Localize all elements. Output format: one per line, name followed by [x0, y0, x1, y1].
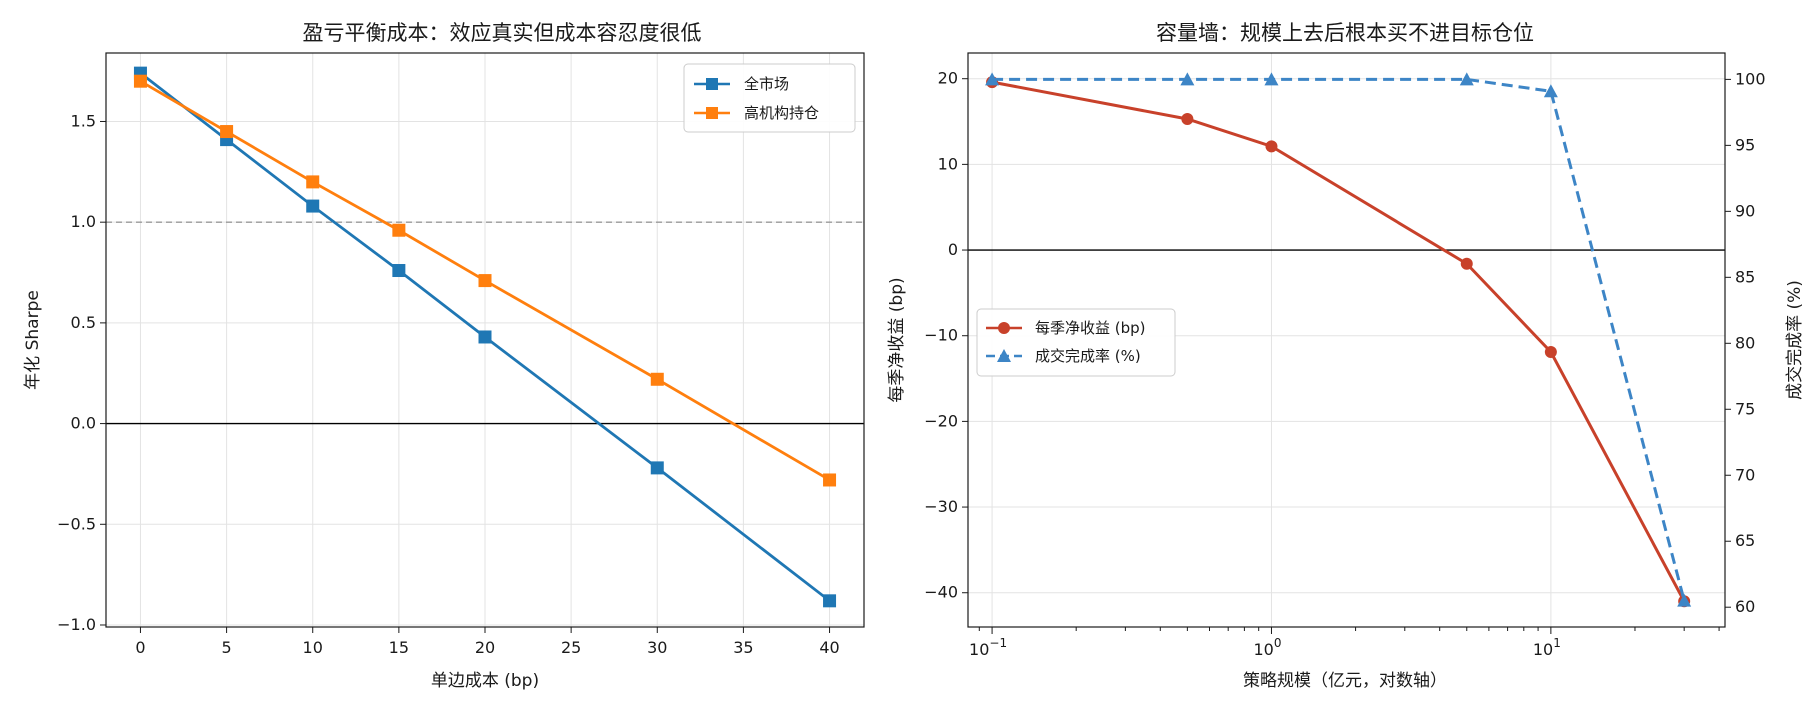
chart2-x-tick-label: 101: [1533, 636, 1561, 659]
chart2-legend-box: [976, 308, 1176, 377]
chart2-left-y-tick-label: 10: [938, 154, 958, 173]
chart2-left-y-tick-label: 0: [948, 240, 958, 259]
chart1-y-tick-label: 0.5: [71, 313, 96, 332]
chart2-right-y-tick-label: 95: [1735, 135, 1755, 154]
chart2-left-y-tick-label: −10: [924, 326, 958, 345]
chart2-point-0: [1460, 257, 1473, 270]
chart2-x-tick-label: 100: [1253, 636, 1281, 659]
chart1-y-tick-label: 1.5: [71, 111, 96, 130]
chart1-point-0: [478, 330, 492, 344]
chart2-point-1: [1459, 72, 1474, 86]
chart2-right-y-tick-label: 100: [1735, 69, 1766, 88]
chart1-x-axis-label: 单边成本 (bp): [431, 671, 539, 691]
chart2-point-1: [1677, 593, 1692, 607]
chart1-point-1: [478, 274, 492, 288]
chart2-left-y-tick-label: 20: [938, 69, 958, 88]
chart1-title: 盈亏平衡成本：效应真实但成本容忍度很低: [303, 21, 702, 45]
chart2-left-y-tick-label: −40: [924, 583, 958, 602]
chart1-point-1: [392, 223, 406, 237]
chart2-point-0: [1265, 140, 1278, 153]
chart1-x-tick-label: 0: [135, 638, 145, 657]
legend-label-fill-rate: 成交完成率 (%): [1035, 347, 1141, 365]
chart1-x-tick-label: 30: [647, 638, 667, 657]
chart2-left-y-tick-label: −20: [924, 411, 958, 430]
chart1-legend-box: [683, 63, 856, 133]
chart2-right-y-tick-label: 60: [1735, 597, 1755, 616]
chart1-y-tick-label: 0.0: [71, 414, 96, 433]
chart1-x-tick-label: 10: [303, 638, 323, 657]
chart1-x-tick-label: 25: [561, 638, 581, 657]
chart1-x-tick-label: 20: [475, 638, 495, 657]
chart1-point-0: [650, 461, 664, 475]
chart1-point-0: [392, 264, 406, 278]
chart2-left-y-tick-label: −30: [924, 497, 958, 516]
chart1-x-tick-label: 5: [221, 638, 231, 657]
chart2-point-0: [1544, 345, 1557, 358]
chart2-point-1: [985, 72, 1000, 86]
chart1-point-0: [823, 594, 837, 608]
chart2-left-y-axis-label: 每季净收益 (bp): [887, 277, 907, 402]
chart2-legend: 每季净收益 (bp) 成交完成率 (%): [976, 308, 1176, 377]
chart2-point-1: [1180, 72, 1195, 86]
chart2-point-1: [1543, 84, 1558, 98]
chart2-right-y-tick-label: 90: [1735, 201, 1755, 220]
chart2-right-y-axis-label: 成交完成率 (%): [1785, 280, 1805, 400]
chart1-y-tick-label: −1.0: [57, 615, 96, 634]
chart1-point-1: [650, 372, 664, 386]
chart1-legend: 全市场 高机构持仓: [683, 63, 856, 133]
legend-marker-all-market: [706, 78, 718, 90]
chart2-x-axis-label: 策略规模（亿元，对数轴）: [1243, 671, 1447, 691]
legend-marker-net-return: [998, 322, 1010, 334]
chart2-right-y-tick-label: 70: [1735, 465, 1755, 484]
chart1-point-1: [133, 74, 147, 88]
chart2-series-line-1: [992, 77, 1686, 601]
chart2-right-y-tick-label: 65: [1735, 531, 1755, 550]
chart2-right-y-tick-label: 85: [1735, 267, 1755, 286]
chart1-point-1: [306, 175, 320, 189]
chart2-title: 容量墙：规模上去后根本买不进目标仓位: [1156, 21, 1534, 45]
chart2-right-y-tick-label: 80: [1735, 333, 1755, 352]
chart1-x-tick-label: 15: [389, 638, 409, 657]
chart1-point-1: [220, 125, 234, 139]
chart2-x-tick-label: 10−1: [969, 636, 1007, 659]
chart1-y-tick-label: 1.0: [71, 212, 96, 231]
chart2-point-1: [1264, 72, 1279, 86]
chart2-right-y-tick-label: 75: [1735, 399, 1755, 418]
legend-label-all-market: 全市场: [744, 75, 789, 93]
chart1-point-0: [306, 199, 320, 213]
chart1-y-axis-label: 年化 Sharpe: [23, 290, 43, 390]
legend-marker-high-institutional: [706, 107, 718, 119]
chart1-x-tick-label: 35: [733, 638, 753, 657]
chart2-series-line-0: [991, 80, 1686, 603]
break-even-cost-chart: 盈亏平衡成本：效应真实但成本容忍度很低 0 5 10 15 20 25 30 35 40 −1.…: [23, 21, 865, 691]
legend-label-high-institutional: 高机构持仓: [744, 104, 819, 122]
capacity-wall-chart: 容量墙：规模上去后根本买不进目标仓位 10−1 100 101 −40−30−20−…: [887, 21, 1805, 691]
chart1-y-tick-label: −0.5: [57, 514, 96, 533]
legend-label-net-return: 每季净收益 (bp): [1035, 319, 1146, 337]
chart2-point-0: [1181, 112, 1194, 125]
legend-marker-fill-rate: [997, 349, 1011, 362]
chart2-plot-frame: [967, 52, 1726, 628]
chart1-point-1: [823, 473, 837, 487]
chart1-x-tick-label: 40: [819, 638, 839, 657]
